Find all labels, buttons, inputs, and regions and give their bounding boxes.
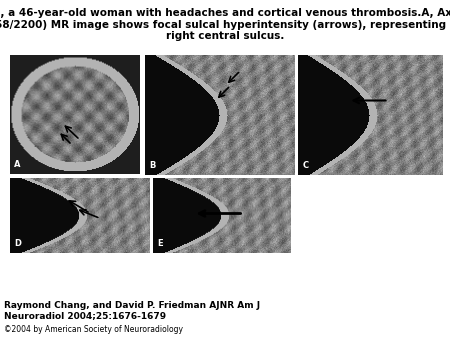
Text: ©2004 by American Society of Neuroradiology: ©2004 by American Society of Neuroradiol… bbox=[4, 325, 184, 334]
Text: AMERICAN JOURNAL OF NEURORADIOLOGY: AMERICAN JOURNAL OF NEURORADIOLOGY bbox=[303, 320, 408, 325]
Text: AJNR: AJNR bbox=[322, 291, 389, 313]
Text: A: A bbox=[14, 160, 21, 169]
Text: B: B bbox=[149, 161, 156, 169]
Text: C: C bbox=[302, 161, 309, 169]
Text: Raymond Chang, and David P. Friedman AJNR Am J
Neuroradiol 2004;25:1676-1679: Raymond Chang, and David P. Friedman AJN… bbox=[4, 301, 261, 320]
Text: E: E bbox=[158, 239, 163, 247]
Text: D: D bbox=[14, 239, 22, 247]
Text: Patient 2, a 46-year-old woman with headaches and cortical venous thrombosis.A, : Patient 2, a 46-year-old woman with head… bbox=[0, 8, 450, 41]
